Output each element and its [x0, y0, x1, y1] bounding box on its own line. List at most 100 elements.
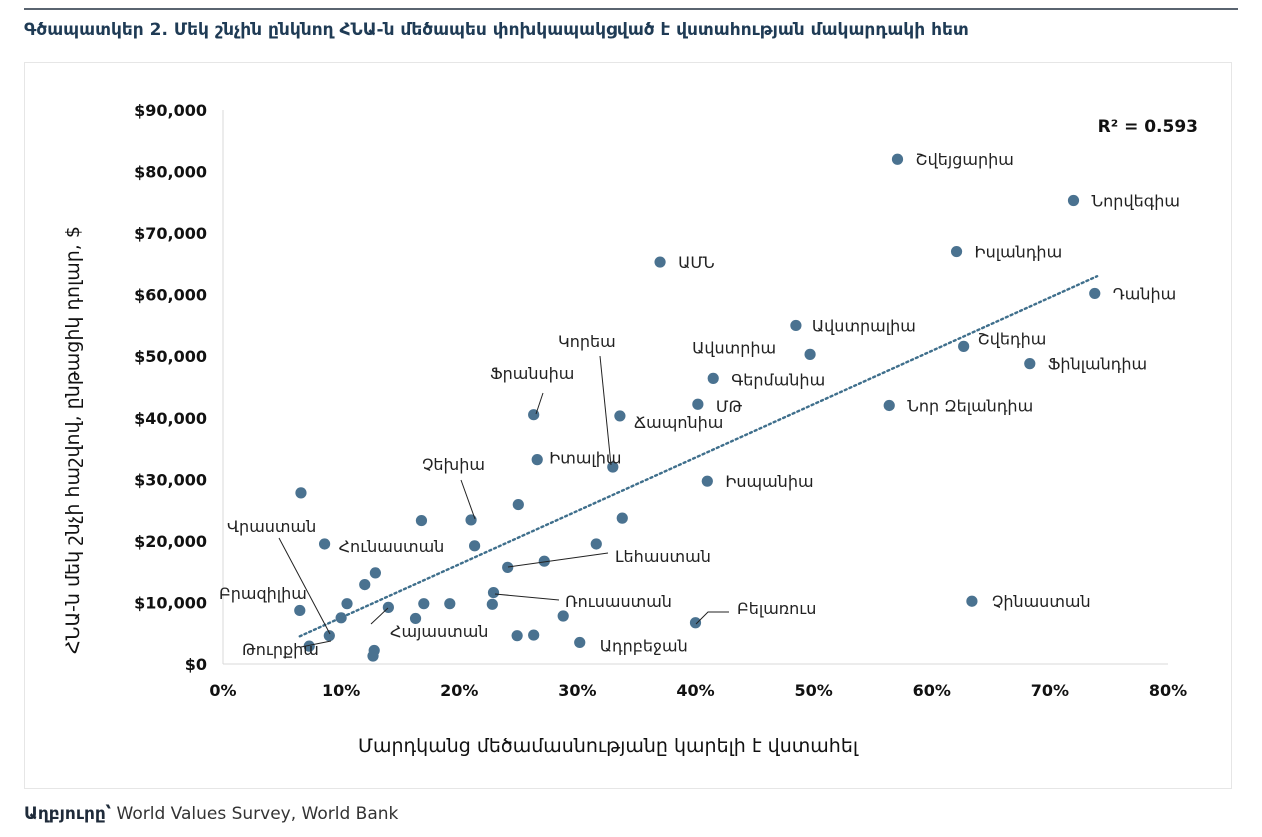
- data-point: [341, 598, 353, 610]
- source-label: Աղբյուրը՝: [24, 804, 112, 824]
- data-point: [294, 604, 306, 617]
- x-tick-label: 0%: [209, 681, 236, 700]
- scatter-chart: 0% 10% 20% 30% 40% 50% 60% 70% 80% $0 $10,000 $20,0…: [62, 101, 1198, 757]
- data-point: [1089, 287, 1101, 300]
- data-point: [512, 498, 524, 511]
- data-point: [359, 578, 371, 591]
- point-label: Բրազիլիա: [219, 584, 307, 603]
- x-tick-label: 60%: [913, 681, 951, 700]
- y-tick-label: $90,000: [134, 101, 207, 120]
- point-label: Թուրքիա: [242, 640, 319, 659]
- point-label: Իտալիա: [549, 449, 621, 468]
- label-leader-line: [695, 611, 729, 625]
- point-label: Բելառուս: [737, 599, 816, 618]
- source-text: World Values Survey, World Bank: [111, 804, 399, 824]
- point-label: Ադրբեջան: [600, 636, 688, 655]
- data-point: [950, 245, 963, 258]
- data-point: [415, 514, 428, 527]
- point-label: Նոր Զելանդիա: [907, 396, 1033, 415]
- x-tick-label: 80%: [1149, 681, 1187, 700]
- data-point: [692, 398, 704, 410]
- data-point: [574, 636, 586, 649]
- point-label: Չեխիա: [422, 455, 485, 474]
- data-point: [557, 610, 569, 622]
- point-label: Դանիա: [1113, 284, 1177, 303]
- data-point: [891, 153, 904, 165]
- point-label: Շվեյցարիա: [915, 150, 1013, 169]
- point-label: Լեհաստան: [615, 547, 711, 566]
- data-point: [367, 650, 379, 662]
- data-point: [303, 640, 315, 652]
- y-tick-label: $10,000: [134, 593, 207, 612]
- x-tick-label: 10%: [322, 681, 360, 700]
- y-tick-label: $60,000: [134, 286, 207, 305]
- data-point: [689, 617, 702, 629]
- label-leader-line: [535, 392, 544, 415]
- data-point: [614, 410, 626, 422]
- x-tick-label: 70%: [1031, 681, 1069, 700]
- data-point: [465, 514, 477, 526]
- trendline-group: [298, 274, 1099, 638]
- point-label: Իսլանդիա: [975, 243, 1063, 262]
- point-label: Շվեդիա: [978, 329, 1047, 348]
- data-point: [444, 598, 456, 610]
- data-point: [528, 629, 540, 641]
- x-tick-label: 50%: [794, 681, 832, 700]
- data-point: [295, 487, 307, 499]
- x-axis-title: Մարդկանց մեծամասնությանը կարելի է վստահե…: [358, 735, 859, 757]
- point-label: Ճապոնիա: [634, 413, 723, 432]
- r-squared-label: R² = 0.593: [1098, 117, 1198, 137]
- data-point: [409, 612, 422, 625]
- label-leader-line: [507, 552, 609, 568]
- point-label: Գերմանիա: [731, 370, 825, 389]
- chart-frame: [24, 62, 1232, 789]
- data-point: [487, 586, 500, 599]
- data-point: [607, 461, 619, 473]
- data-point: [958, 340, 970, 352]
- y-axis-title: ՀՆԱ-ն մեկ շնչի հաշվով, ընթացիկ դոլար, $: [62, 226, 84, 654]
- point-label: Ավստրիա: [692, 338, 776, 357]
- y-tick-label: $0: [185, 655, 207, 674]
- trendline: [298, 274, 1099, 638]
- data-point: [701, 475, 713, 487]
- data-point: [418, 598, 430, 610]
- data-point: [1067, 194, 1080, 207]
- point-label: Հայաստան: [390, 622, 488, 641]
- source-note: Աղբյուրը՝ World Values Survey, World Ban…: [24, 804, 398, 824]
- data-point: [531, 454, 543, 466]
- point-label: Հունաստան: [339, 537, 445, 556]
- point-label: Կորեա: [558, 332, 616, 351]
- data-point: [511, 630, 523, 642]
- data-points: [294, 153, 1101, 662]
- y-tick-label: $80,000: [134, 163, 207, 182]
- data-point: [966, 595, 978, 607]
- point-label: ԱՄՆ: [678, 253, 715, 272]
- point-label: Ռուսաստան: [565, 592, 672, 611]
- point-label: Նորվեգիա: [1092, 191, 1180, 210]
- y-tick-label: $70,000: [134, 224, 207, 243]
- point-label: Վրաստան: [227, 517, 316, 536]
- data-point: [486, 598, 498, 610]
- data-point: [590, 538, 602, 550]
- data-point: [469, 540, 481, 552]
- y-tick-label: $20,000: [134, 532, 207, 551]
- x-tick-label: 20%: [440, 681, 478, 700]
- data-point: [502, 561, 514, 573]
- data-point: [323, 630, 335, 642]
- data-point: [538, 555, 550, 567]
- data-point: [318, 538, 331, 550]
- label-leader-line: [300, 640, 332, 648]
- figure-title: Գծապատկեր 2. Մեկ շնչին ընկնող ՀՆԱ-ն մեծա…: [24, 8, 1238, 44]
- data-point: [707, 372, 719, 384]
- label-leader-line: [460, 479, 476, 520]
- data-point: [1024, 358, 1036, 370]
- data-point: [804, 348, 816, 360]
- data-point: [654, 256, 666, 268]
- point-label: ՄԹ: [716, 397, 743, 416]
- point-label: Ավստրալիա: [812, 316, 916, 335]
- point-label: Ֆրանսիա: [490, 364, 574, 383]
- data-point: [790, 319, 802, 332]
- label-leader-line: [370, 607, 389, 625]
- point-labels: Շվեյցարիա Նորվեգիա Իսլանդիա ԱՄՆ Դանիա Ավստրալ…: [219, 150, 1180, 659]
- data-point: [616, 512, 628, 524]
